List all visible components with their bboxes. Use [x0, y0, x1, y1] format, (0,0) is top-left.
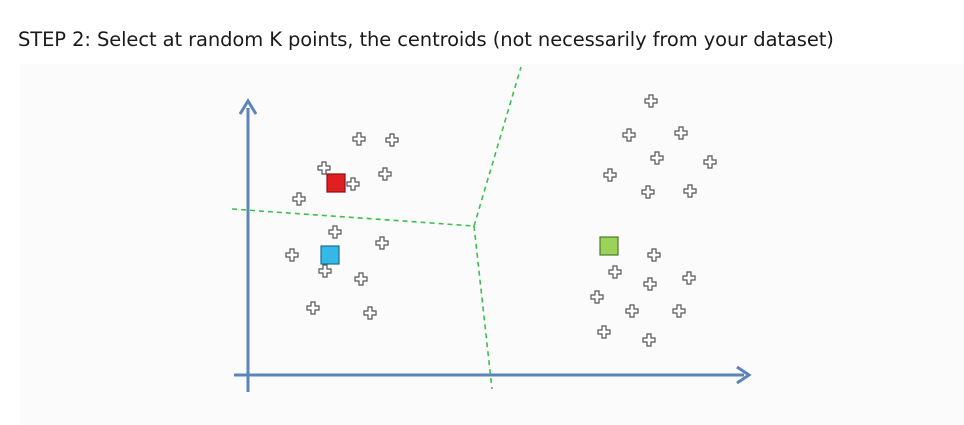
x-axis-arrow-head-icon: [736, 365, 752, 385]
plus-marker-icon: [292, 192, 306, 206]
data-points: [285, 94, 717, 347]
plus-marker-icon: [625, 304, 639, 318]
plus-marker-icon: [318, 264, 332, 278]
centroid-green: [599, 236, 619, 256]
plus-marker-icon: [363, 306, 377, 320]
plus-marker-icon: [346, 177, 360, 191]
plus-marker-icon: [674, 126, 688, 140]
plus-marker-icon: [328, 225, 342, 239]
centroids: [320, 173, 619, 265]
centroid-blue: [320, 245, 340, 265]
plus-marker-icon: [703, 155, 717, 169]
centroid-red: [326, 173, 346, 193]
plus-marker-icon: [352, 132, 366, 146]
slide-heading: STEP 2: Select at random K points, the c…: [18, 28, 834, 51]
heading-text: : Select at random K points, the centroi…: [84, 28, 834, 51]
plus-marker-icon: [378, 167, 392, 181]
plus-marker-icon: [608, 265, 622, 279]
plus-marker-icon: [647, 248, 661, 262]
plus-marker-icon: [643, 277, 657, 291]
plus-marker-icon: [650, 151, 664, 165]
plus-marker-icon: [590, 290, 604, 304]
boundary-line-lower: [473, 225, 493, 390]
voronoi-boundaries: [231, 66, 522, 390]
diagram-background: [20, 64, 964, 425]
plus-marker-icon: [285, 248, 299, 262]
plus-marker-icon: [682, 271, 696, 285]
plus-marker-icon: [642, 333, 656, 347]
plus-marker-icon: [375, 236, 389, 250]
plus-marker-icon: [672, 304, 686, 318]
plus-marker-icon: [641, 185, 655, 199]
step-label: STEP 2: [18, 28, 85, 51]
axes: [234, 98, 752, 392]
plus-marker-icon: [317, 161, 331, 175]
plus-marker-icon: [683, 184, 697, 198]
plus-marker-icon: [597, 325, 611, 339]
plus-marker-icon: [354, 272, 368, 286]
plus-marker-icon: [644, 94, 658, 108]
boundary-line-horizontal: [231, 208, 475, 227]
y-axis-arrow-head-icon: [238, 98, 258, 115]
plus-marker-icon: [306, 301, 320, 315]
boundary-line-upper: [473, 66, 522, 227]
plus-marker-icon: [622, 128, 636, 142]
plus-marker-icon: [385, 133, 399, 147]
plus-marker-icon: [603, 168, 617, 182]
